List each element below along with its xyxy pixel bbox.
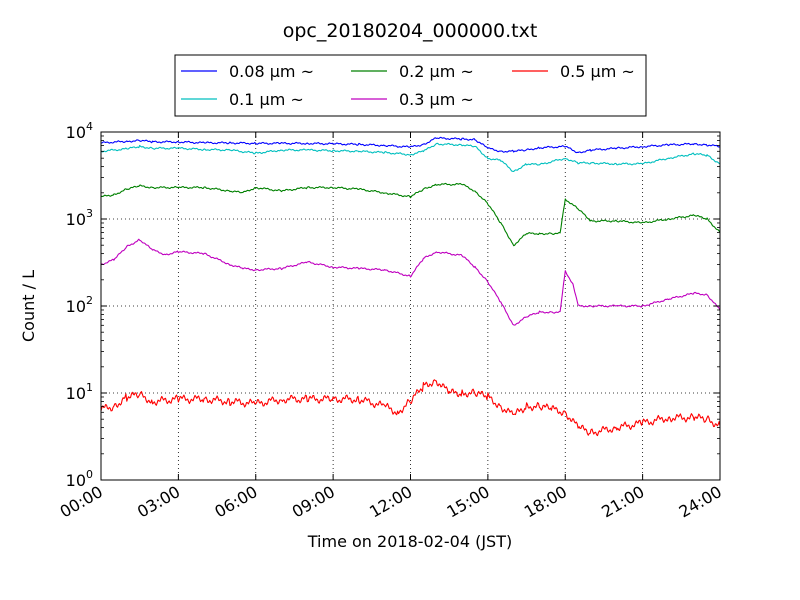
legend-label: 0.2 μm ~ — [399, 62, 474, 81]
y-tick-label: 103 — [66, 207, 93, 229]
chart-title: opc_20180204_000000.txt — [283, 20, 538, 42]
x-tick-label: 03:00 — [134, 482, 183, 522]
legend-label: 0.3 μm ~ — [399, 90, 474, 109]
y-tick-exponent: 3 — [86, 207, 93, 220]
legend: 0.08 μm ~ 0.1 μm ~ 0.2 μm ~ 0.3 μm ~ 0.5 μm … — [174, 54, 647, 117]
series-line — [100, 182, 721, 247]
series-line — [100, 136, 721, 154]
legend-label: 0.08 μm ~ — [229, 62, 314, 81]
series-line — [100, 238, 721, 326]
y-tick-exponent: 0 — [86, 468, 93, 481]
y-tick-exponent: 1 — [86, 381, 93, 394]
y-tick-label: 101 — [66, 381, 93, 403]
grid — [101, 132, 720, 480]
x-tick-label: 21:00 — [598, 482, 647, 522]
legend-label: 0.1 μm ~ — [229, 90, 304, 109]
series-line — [100, 142, 721, 173]
x-tick-label: 18:00 — [521, 482, 570, 522]
x-tick-label: 09:00 — [289, 482, 338, 522]
y-axis-label: Count / L — [19, 270, 38, 342]
y-tick-label: 102 — [66, 294, 93, 316]
y-tick-exponent: 4 — [86, 120, 93, 133]
x-tick-label: 12:00 — [366, 482, 415, 522]
series-line — [100, 379, 721, 437]
series-layer — [100, 136, 721, 437]
legend-label: 0.5 μm ~ — [560, 62, 635, 81]
x-axis-tick-labels: 00:00 03:00 06:00 09:00 12:00 15:00 18:00 21:00… — [57, 482, 725, 522]
y-tick-exponent: 2 — [86, 294, 93, 307]
x-tick-label: 15:00 — [443, 482, 492, 522]
axis-ticks — [100, 131, 721, 481]
legend-box — [174, 54, 647, 117]
x-tick-label: 06:00 — [211, 482, 260, 522]
x-axis-label: Time on 2018-02-04 (JST) — [307, 532, 512, 551]
x-tick-label: 24:00 — [676, 482, 725, 522]
y-tick-label: 104 — [66, 120, 93, 142]
